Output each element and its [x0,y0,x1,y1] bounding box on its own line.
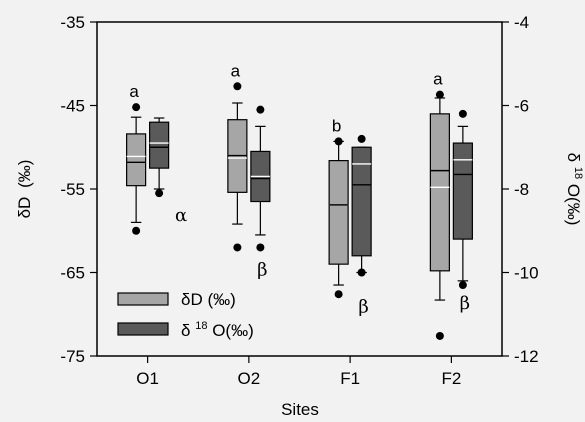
outlier-point [458,281,467,290]
left-axis-title: δD (‰) [15,160,34,219]
left-axis-tick-label: -75 [60,347,85,366]
legend: δD (‰) δ 18 O(‰) [117,290,254,340]
box-body [452,142,473,240]
outlier-point [357,268,366,277]
outlier-point [334,137,343,146]
box-body [351,146,372,257]
outlier-point [256,105,265,114]
box-body [429,113,450,272]
x-axis-title: Sites [281,400,319,419]
right-axis-tick-label: -8 [514,180,529,199]
legend-label-dD: δD (‰) [181,290,236,309]
left-axis-tick-label: -55 [60,180,85,199]
outlier-point [233,243,242,252]
outlier-point [458,109,467,118]
legend-swatch-d18O [117,322,169,336]
x-axis-tick-label: F2 [441,369,461,388]
right-axis-title-delta: δ [564,153,583,162]
left-axis-tick-label: -45 [60,97,85,116]
outlier-point [132,103,141,112]
outlier-point [132,226,141,235]
significance-greek: α [175,205,187,226]
x-axis-tick-label: O1 [136,369,159,388]
legend-label-d18O: δ 18 O(‰) [181,314,254,340]
box-body [149,121,170,169]
significance-greek: β [257,259,267,280]
right-axis-tick-label: -4 [514,13,529,32]
left-axis-title-main: δD [15,197,34,219]
outlier-point [155,189,164,198]
significance-greek: β [358,297,368,318]
significance-letter: a [129,82,139,101]
left-axis-tick-label: -65 [60,264,85,283]
significance-letter: a [231,61,241,80]
outlier-point [233,82,242,91]
right-axis-tick-label: -6 [514,97,529,116]
legend-d18O-delta: δ [181,321,190,340]
left-axis-tick-label: -35 [60,13,85,32]
significance-letter: b [332,116,341,135]
right-axis-title: δ 18 O(‰) [564,153,585,226]
outlier-point [334,290,343,299]
significance-letter: a [433,70,443,89]
outlier-point [256,243,265,252]
x-axis-tick-label: F1 [340,369,360,388]
legend-swatch-dD [117,292,169,306]
right-axis-tick-label: -12 [514,347,539,366]
x-axis-tick-label: O2 [238,369,261,388]
outlier-point [435,90,444,99]
legend-d18O-rest: O(‰) [212,321,254,340]
right-axis-title-rest: O(‰) [564,184,583,226]
legend-d18O-sup: 18 [195,320,207,332]
outlier-point [435,331,444,340]
chart-marks: a a b a α β β β [126,61,473,340]
left-axis-title-unit: (‰) [15,160,34,188]
box-body [328,160,349,265]
right-axis-tick-label: -10 [514,264,539,283]
significance-greek: β [460,293,470,314]
right-axis-title-sup: 18 [572,167,584,179]
outlier-point [357,134,366,143]
box-body [126,133,147,187]
